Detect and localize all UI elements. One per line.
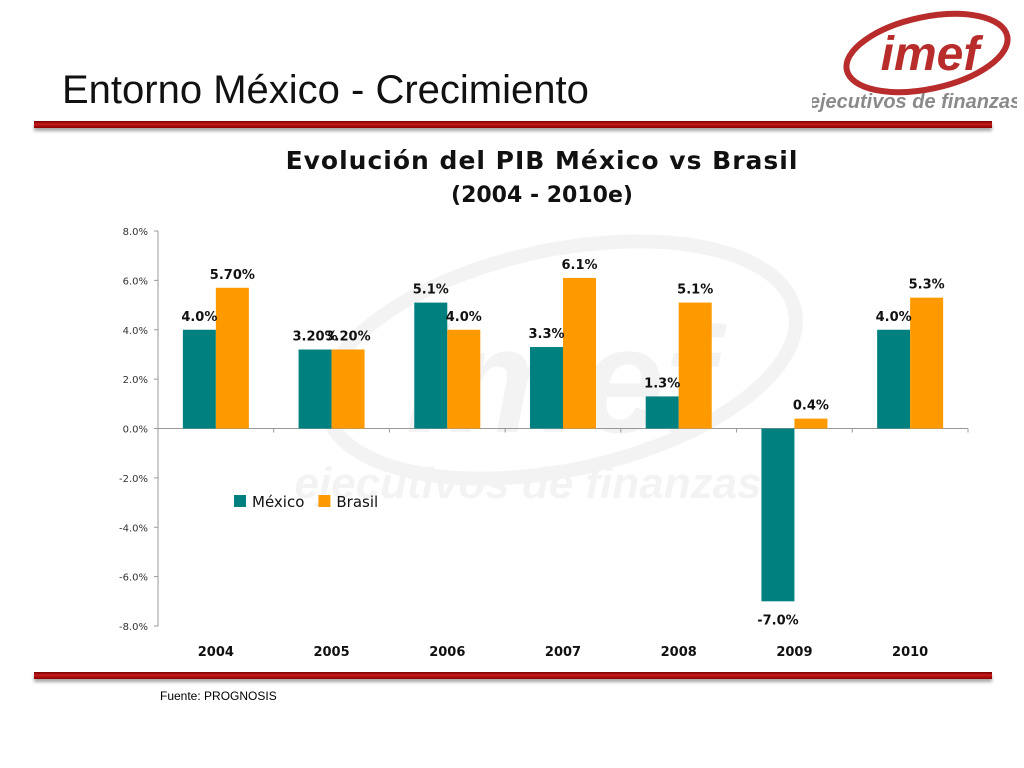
data-label: 5.1% [677,283,713,298]
legend-label: Brasil [336,493,378,511]
y-tick-label: -8.0% [119,622,148,633]
legend-swatch-mexico [234,495,246,507]
y-tick-label: 2.0% [123,375,148,386]
x-category-label: 2007 [545,645,581,660]
data-label: 5.1% [413,283,449,298]
data-label: 4.0% [181,310,217,325]
watermark-tagline: ejecutivos de finanzas [294,459,761,508]
x-category-label: 2005 [313,645,349,660]
bar-brasil [447,329,481,429]
bar-mexico [182,329,216,429]
bar-mexico [298,349,332,429]
logo-brand: imef [881,28,984,81]
bar-brasil [678,302,712,429]
data-label: 3.20% [293,330,338,345]
y-tick-label: 8.0% [123,227,148,238]
y-tick-label: 6.0% [123,276,148,287]
data-label: 5.70% [210,268,255,283]
x-category-label: 2008 [661,645,697,660]
y-tick-label: -6.0% [119,573,148,584]
bar-mexico [414,302,448,429]
legend-swatch-brasil [318,495,331,507]
imef-logo: imef ejecutivos de finanzas [812,10,1017,113]
data-label: 3.3% [528,327,564,342]
legend-label: México [252,493,304,511]
x-category-label: 2006 [429,645,465,660]
data-label: 5.3% [909,278,945,293]
source-note: Fuente: PROGNOSIS [160,689,277,703]
chart-subtitle: (2004 - 2010e) [451,183,633,208]
y-tick-label: 4.0% [123,326,148,337]
data-label: 0.4% [793,399,829,414]
x-category-label: 2010 [892,645,928,660]
y-tick-label: -2.0% [119,474,148,485]
slide-title: Entorno México - Crecimiento [62,68,589,112]
bar-brasil [215,287,249,429]
bar-mexico [645,396,679,429]
bar-brasil [794,418,828,429]
bar-mexico [761,428,795,602]
logo-tagline: ejecutivos de finanzas [812,91,1017,113]
data-label: -7.0% [757,613,798,628]
bar-brasil [331,349,365,429]
data-label: 6.1% [561,258,597,273]
bar-brasil [910,297,944,429]
y-tick-label: -4.0% [119,523,148,534]
x-category-label: 2009 [776,645,812,660]
bottom-divider [34,672,992,679]
y-tick-label: 0.0% [123,425,148,436]
bar-mexico [877,329,911,429]
data-label: 4.0% [876,310,912,325]
bar-mexico [530,347,563,429]
data-label: 4.0% [446,310,482,325]
x-category-label: 2004 [198,645,234,660]
data-label: 3.20% [326,330,371,345]
top-divider [34,121,992,128]
data-label: 1.3% [644,376,680,391]
chart-title: Evolución del PIB México vs Brasil [285,146,799,175]
bar-brasil [563,277,596,429]
